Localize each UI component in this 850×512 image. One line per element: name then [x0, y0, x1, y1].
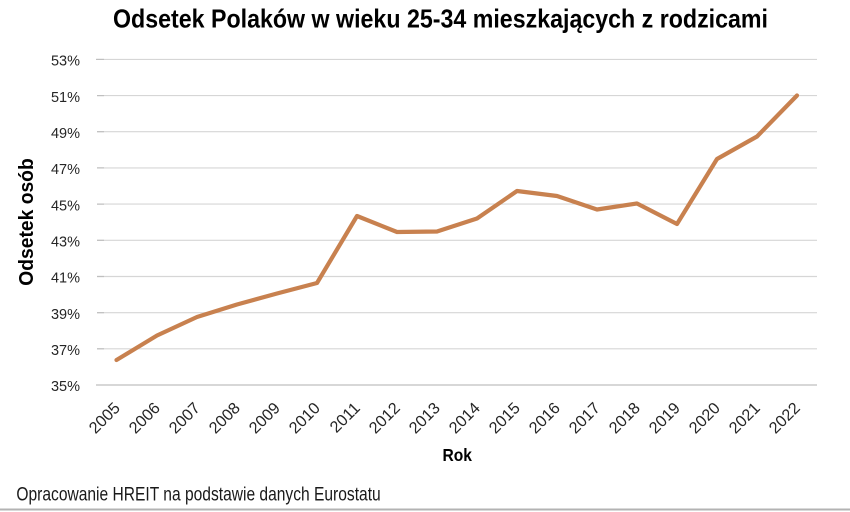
svg-text:51%: 51% — [51, 90, 80, 106]
svg-text:Opracowanie HREIT na podstawie: Opracowanie HREIT na podstawie danych Eu… — [16, 485, 380, 506]
svg-text:39%: 39% — [51, 307, 80, 323]
svg-text:45%: 45% — [51, 198, 80, 214]
svg-text:47%: 47% — [51, 162, 80, 178]
svg-text:43%: 43% — [51, 235, 80, 251]
svg-text:53%: 53% — [51, 54, 80, 70]
svg-text:Rok: Rok — [442, 445, 472, 465]
svg-text:49%: 49% — [51, 126, 80, 142]
svg-text:41%: 41% — [51, 271, 80, 287]
svg-text:37%: 37% — [51, 343, 80, 359]
svg-text:Odsetek Polaków w wieku 25-34: Odsetek Polaków w wieku 25-34 mieszkając… — [113, 4, 768, 34]
svg-text:Odsetek osób: Odsetek osób — [16, 158, 38, 286]
svg-text:35%: 35% — [51, 379, 80, 395]
